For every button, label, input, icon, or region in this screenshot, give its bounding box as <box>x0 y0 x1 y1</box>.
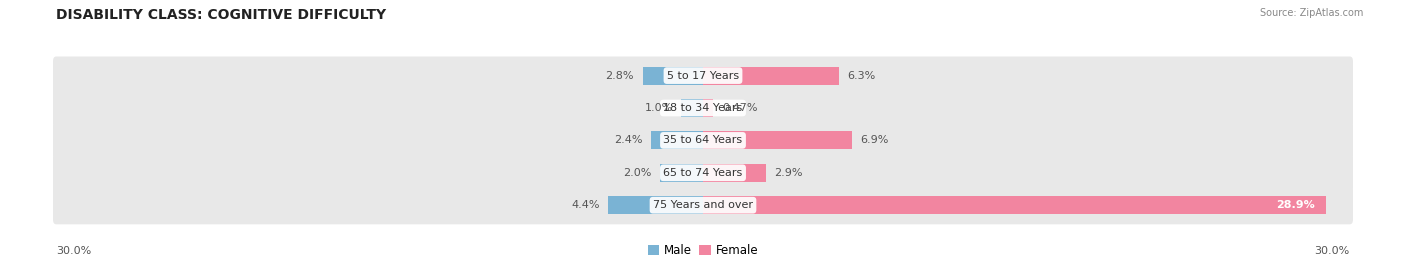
Bar <box>651 131 703 149</box>
FancyBboxPatch shape <box>53 121 1353 160</box>
Text: 28.9%: 28.9% <box>1277 200 1315 210</box>
Bar <box>703 99 713 117</box>
Text: 1.0%: 1.0% <box>644 103 673 113</box>
Text: Source: ZipAtlas.com: Source: ZipAtlas.com <box>1260 8 1364 18</box>
Legend: Male, Female: Male, Female <box>643 239 763 261</box>
Text: 2.9%: 2.9% <box>775 168 803 178</box>
FancyBboxPatch shape <box>53 56 1353 95</box>
Text: 6.3%: 6.3% <box>848 70 876 81</box>
Text: 2.8%: 2.8% <box>606 70 634 81</box>
Text: 30.0%: 30.0% <box>56 247 91 256</box>
Text: 2.4%: 2.4% <box>614 135 643 146</box>
Text: 65 to 74 Years: 65 to 74 Years <box>664 168 742 178</box>
FancyBboxPatch shape <box>53 154 1353 192</box>
Text: DISABILITY CLASS: COGNITIVE DIFFICULTY: DISABILITY CLASS: COGNITIVE DIFFICULTY <box>56 8 387 22</box>
Text: 75 Years and over: 75 Years and over <box>652 200 754 210</box>
Text: 30.0%: 30.0% <box>1315 247 1350 256</box>
Text: 35 to 64 Years: 35 to 64 Years <box>664 135 742 146</box>
Bar <box>609 196 703 214</box>
Bar <box>703 131 852 149</box>
FancyBboxPatch shape <box>53 89 1353 127</box>
FancyBboxPatch shape <box>53 186 1353 224</box>
Bar <box>682 99 703 117</box>
Text: 5 to 17 Years: 5 to 17 Years <box>666 70 740 81</box>
Text: 6.9%: 6.9% <box>860 135 889 146</box>
Bar <box>703 67 839 85</box>
Bar <box>643 67 703 85</box>
Text: 4.4%: 4.4% <box>571 200 599 210</box>
Text: 0.47%: 0.47% <box>721 103 758 113</box>
Text: 2.0%: 2.0% <box>623 168 651 178</box>
Text: 18 to 34 Years: 18 to 34 Years <box>664 103 742 113</box>
Bar <box>659 164 703 182</box>
Bar <box>703 196 1326 214</box>
Bar <box>703 164 765 182</box>
